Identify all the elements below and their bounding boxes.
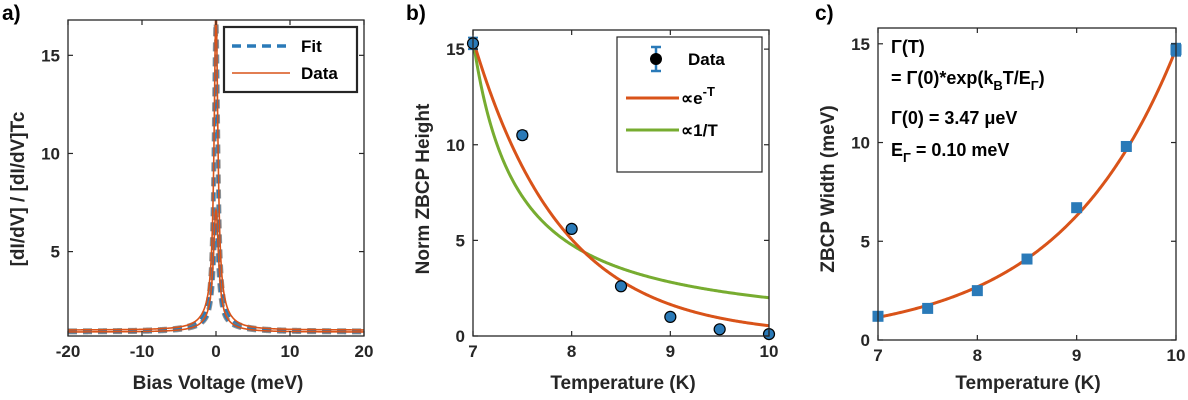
panel-c-annotation: Γ(T) = Γ(0)*exp(kBT/EΓ) Γ(0) = 3.47 μeV … [891, 37, 1045, 165]
panel-c-letter: c) [815, 2, 834, 25]
legend-inv-label: ∝1/T [681, 121, 718, 140]
data-point-marker [971, 285, 983, 297]
legend-exp-base: ∝e [681, 89, 703, 108]
legend-data-label: Data [301, 64, 338, 83]
anno-line3: Γ(0) = 3.47 μeV [891, 108, 1017, 128]
panel-c-xtick-label: 10 [1167, 346, 1186, 365]
panel-a-tick-labels: -20 -10 0 10 20 5 10 15 [41, 46, 373, 361]
panel-b-legend: Data ∝e-T ∝1/T [616, 36, 763, 173]
panel-c-ytick-label: 5 [861, 232, 870, 251]
legend-data-marker [650, 53, 662, 65]
data-point [713, 323, 726, 336]
anno-line2e: ) [1039, 68, 1045, 88]
data-point-marker [516, 129, 529, 142]
panel-c-xtick-label: 7 [873, 346, 882, 365]
legend-b-data-label: Data [688, 50, 725, 69]
width-fit-line [878, 48, 1176, 319]
panel-c: c) Temperature (K) ZBCP Width (meV) 7 8 9 1… [815, 2, 1185, 394]
anno-line2a: = Γ(0)*exp(k [891, 68, 994, 88]
panel-a-letter: a) [2, 2, 21, 25]
panel-b-xtick-label: 7 [468, 342, 477, 361]
data-point [516, 129, 529, 142]
data-point-marker [1071, 202, 1083, 214]
data-point-marker [614, 280, 628, 293]
data-point-marker [565, 222, 578, 235]
panel-a-ylabel: [dI/dV] / [dI/dV]Tc [8, 111, 29, 266]
anno-line1: Γ(T) [891, 37, 925, 57]
data-point [1021, 253, 1033, 265]
data-point-marker [664, 310, 677, 323]
panel-b-ytick-label: 0 [456, 327, 465, 346]
panel-a-xlabel: Bias Voltage (meV) [133, 373, 304, 394]
panel-b-xtick-label: 8 [567, 342, 576, 361]
legend-fit-label: Fit [301, 37, 322, 56]
panel-c-tick-labels: 7 8 9 10 0 5 10 15 [851, 35, 1185, 365]
data-point [565, 222, 578, 235]
anno-line4a: E [891, 140, 903, 160]
data-point-marker [922, 302, 934, 314]
anno-line2d: Γ [1031, 78, 1039, 93]
panel-b-xtick-label: 9 [666, 342, 675, 361]
data-series-line-0 [68, 20, 364, 331]
anno-line2: = Γ(0)*exp(kBT/EΓ) [891, 68, 1045, 93]
panel-b-xtick-label: 10 [760, 342, 779, 361]
panel-a-xtick-label: 10 [281, 342, 300, 361]
panel-a-xtick-label: 20 [355, 342, 374, 361]
data-point [971, 285, 983, 297]
panel-b-legend-box [616, 36, 763, 173]
data-point-marker [713, 323, 726, 336]
panel-a: a) Bias Voltage (meV) [dI/dV] / [dI/dV]T… [2, 2, 373, 394]
data-point-marker [1021, 253, 1033, 265]
panel-a-xtick-label: -20 [56, 342, 81, 361]
panel-c-xlabel: Temperature (K) [955, 373, 1100, 394]
panel-b-tick-labels: 7 8 9 10 0 5 10 15 [446, 40, 778, 361]
panel-c-ticks [877, 28, 1177, 341]
data-point [1120, 140, 1132, 152]
panel-c-xtick-label: 9 [1072, 346, 1081, 365]
data-point [922, 302, 934, 314]
panel-b-ylabel: Norm ZBCP Height [413, 103, 434, 274]
panel-a-ticks [67, 20, 365, 336]
fit-series-line-color-1 [68, 209, 364, 334]
legend-exp-sup: -T [703, 84, 715, 99]
panel-c-ytick-label: 15 [851, 35, 870, 54]
panel-a-xtick-label: -10 [130, 342, 155, 361]
inverse-fit-line [473, 39, 769, 300]
data-point-marker [1120, 140, 1132, 152]
panel-a-ytick-label: 15 [41, 46, 60, 65]
anno-line4b: Γ [903, 150, 911, 165]
data-point [1071, 202, 1083, 214]
panel-b-axes-box [472, 29, 770, 337]
anno-line4: EΓ = 0.10 meV [891, 140, 1009, 165]
panel-b: b) Temperature (K) Norm ZBCP Height 7 8 9 1… [406, 2, 778, 394]
panel-a-plot-area [68, 20, 364, 335]
anno-line2c: T/E [1003, 68, 1031, 88]
data-series-line-1 [68, 208, 364, 333]
panel-a-ytick-label: 5 [51, 243, 60, 262]
panel-c-ytick-label: 0 [861, 331, 870, 350]
data-point [664, 310, 677, 323]
panel-a-ytick-label: 10 [41, 144, 60, 163]
anno-line2b: B [993, 78, 1002, 93]
panel-c-ytick-label: 10 [851, 134, 870, 153]
legend-exp-label: ∝e-T [681, 84, 715, 108]
data-point [614, 280, 628, 293]
panel-a-legend-box [222, 25, 359, 94]
panel-b-ytick-label: 10 [446, 136, 465, 155]
panel-c-axes-box [877, 27, 1177, 341]
anno-line4c: = 0.10 meV [911, 140, 1010, 160]
panel-b-xlabel: Temperature (K) [550, 373, 695, 394]
panel-a-legend: Fit Data [222, 25, 359, 94]
panel-a-xtick-label: 0 [211, 342, 220, 361]
panel-b-letter: b) [406, 2, 426, 25]
panel-c-xtick-label: 8 [973, 346, 982, 365]
panel-b-ticks [472, 30, 770, 337]
panel-c-ylabel: ZBCP Width (meV) [818, 105, 839, 272]
panel-b-ytick-label: 5 [456, 231, 465, 250]
panel-b-ytick-label: 15 [446, 40, 465, 59]
